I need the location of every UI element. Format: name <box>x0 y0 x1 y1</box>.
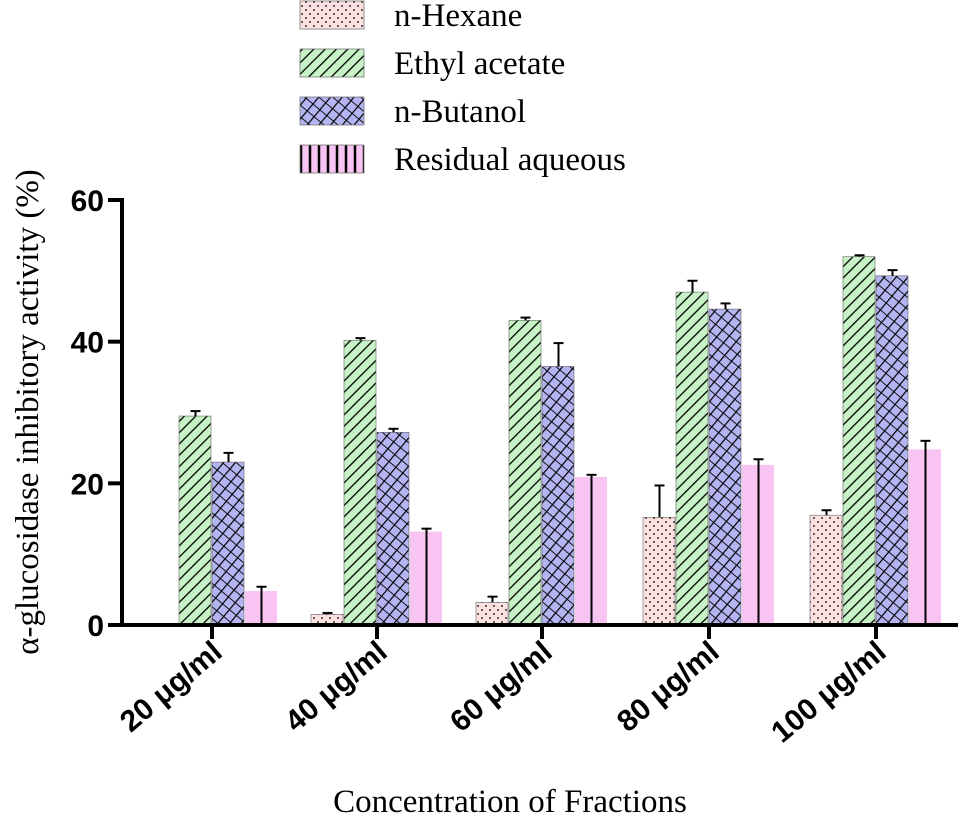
bar-n-hexane-4 <box>643 517 675 625</box>
error-bar <box>389 429 399 433</box>
y-tick-label: 0 <box>87 610 104 643</box>
y-axis-title: α-glucosidase inhibitory activity (%) <box>10 169 46 655</box>
legend-item: Ethyl acetate <box>300 46 565 82</box>
bar-ethyl-acetate-3 <box>509 320 541 625</box>
error-bar <box>521 318 531 321</box>
x-tick-label: 60 μg/ml <box>444 635 558 739</box>
legend-label: Residual aqueous <box>394 142 626 178</box>
legend-item: n-Hexane <box>300 0 522 34</box>
error-bar <box>224 453 234 462</box>
legend-item: n-Butanol <box>300 94 526 130</box>
bar-ethyl-acetate-5 <box>843 257 875 625</box>
x-ticks: 20 μg/ml 40 μg/ml 60 μg/ml 80 μg/ml 100 μg/m… <box>114 625 892 749</box>
y-tick-label: 60 <box>71 185 104 218</box>
error-bar <box>655 485 665 517</box>
legend-swatch <box>300 1 364 29</box>
legend-swatch <box>300 97 364 125</box>
error-bar <box>554 343 564 366</box>
legend-label: n-Hexane <box>394 0 522 34</box>
x-tick-label: 80 μg/ml <box>611 635 725 739</box>
error-bar <box>888 270 898 276</box>
bar-ethyl-acetate-1 <box>179 416 211 625</box>
error-bar <box>356 338 366 340</box>
x-tick-label: 100 μg/ml <box>765 635 892 749</box>
bar-n-butanol-3 <box>542 366 574 625</box>
x-tick-label: 20 μg/ml <box>114 635 228 739</box>
legend-label: Ethyl acetate <box>394 46 565 82</box>
legend-swatch <box>300 49 364 77</box>
bar-ethyl-acetate-2 <box>344 340 376 625</box>
error-bar <box>721 303 731 309</box>
y-tick-label: 20 <box>71 468 104 501</box>
legend-swatch <box>300 145 364 173</box>
bar-n-butanol-4 <box>709 309 741 625</box>
error-bar <box>191 411 201 416</box>
bar-n-hexane-5 <box>810 515 842 625</box>
legend: n-Hexane Ethyl acetate n-Butanol Residual a… <box>300 0 626 178</box>
error-bar <box>488 597 498 603</box>
bar-ethyl-acetate-4 <box>676 292 708 625</box>
bar-n-hexane-3 <box>476 602 508 625</box>
bar-n-butanol-2 <box>377 432 409 625</box>
bars <box>179 257 941 625</box>
bar-n-butanol-5 <box>876 276 908 625</box>
x-tick-label: 40 μg/ml <box>279 635 393 739</box>
y-tick-label: 40 <box>71 327 104 360</box>
error-bar <box>688 281 698 292</box>
legend-label: n-Butanol <box>394 94 526 130</box>
legend-item: Residual aqueous <box>300 142 626 178</box>
x-axis-title: Concentration of Fractions <box>333 784 687 820</box>
y-ticks: 0 20 40 60 <box>71 185 122 643</box>
bar-n-butanol-1 <box>212 462 244 625</box>
error-bar <box>822 510 832 515</box>
bar-chart: n-Hexane Ethyl acetate n-Butanol Residual a… <box>0 0 960 820</box>
